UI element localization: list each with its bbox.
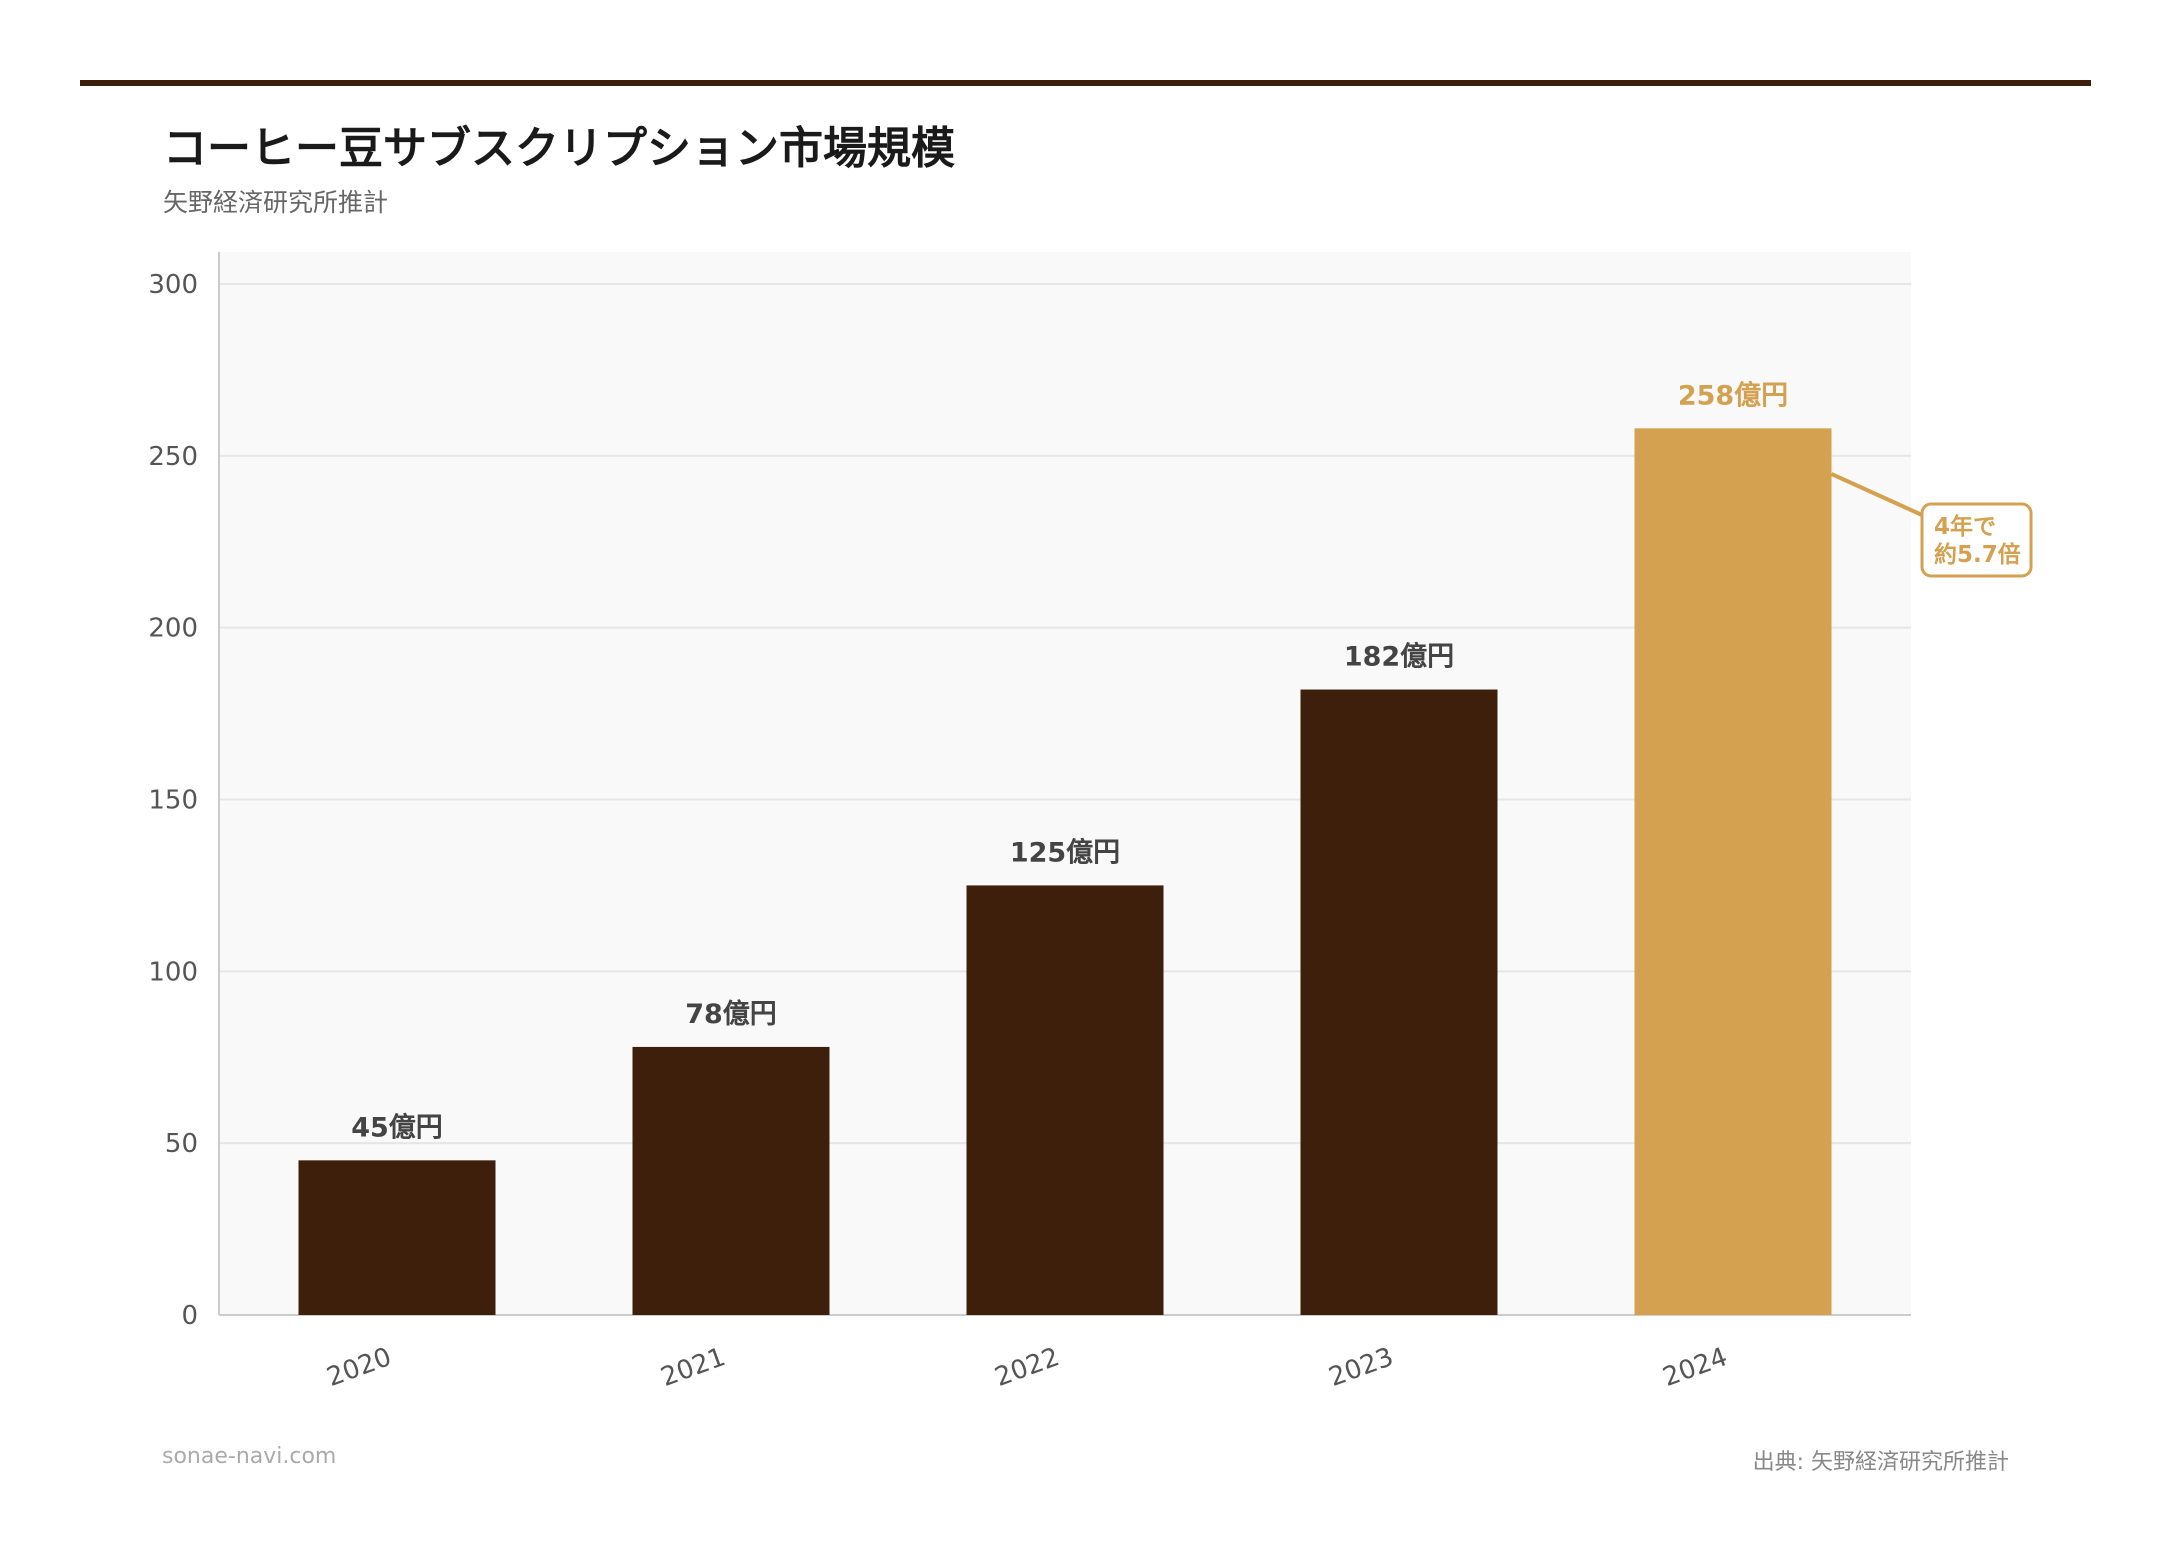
chart-subtitle: 矢野経済研究所推計 xyxy=(163,188,389,217)
top-accent-bar xyxy=(80,80,2091,86)
x-tick-label: 2024 xyxy=(1659,1342,1731,1393)
bar-2020 xyxy=(298,1160,496,1315)
annotation-box xyxy=(1920,502,2033,578)
bar-2021 xyxy=(632,1046,830,1315)
y-tick-label: 150 xyxy=(148,786,198,816)
bar-2022 xyxy=(966,885,1164,1315)
annotation-text: 4年で xyxy=(1934,513,1996,540)
y-tick-label: 300 xyxy=(148,270,198,300)
data-label: 182億円 xyxy=(1344,642,1454,673)
y-tick-label: 50 xyxy=(165,1129,198,1159)
x-tick-label: 2023 xyxy=(1325,1342,1397,1393)
annotation-text: 約5.7倍 xyxy=(1934,541,2021,568)
y-tick-label: 200 xyxy=(148,614,198,644)
data-label: 45億円 xyxy=(351,1112,443,1143)
footer-source: 出典: 矢野経済研究所推計 xyxy=(1752,1450,2009,1475)
y-tick-label: 100 xyxy=(148,957,198,987)
x-tick-label: 2021 xyxy=(657,1342,729,1393)
footer-site: sonae-navi.com xyxy=(162,1444,337,1469)
data-label: 125億円 xyxy=(1010,837,1120,868)
x-tick-label: 2020 xyxy=(323,1342,395,1393)
y-tick-label: 0 xyxy=(181,1301,198,1331)
data-label: 78億円 xyxy=(685,999,777,1030)
chart-title: コーヒー豆サブスクリプション市場規模 xyxy=(163,123,955,174)
x-tick-label: 2022 xyxy=(991,1342,1063,1393)
bar-2023 xyxy=(1300,689,1498,1315)
bar-2024 xyxy=(1634,428,1832,1316)
data-label: 258億円 xyxy=(1678,380,1788,411)
annotation-leader-line xyxy=(1830,472,1923,517)
y-tick-label: 250 xyxy=(148,442,198,472)
